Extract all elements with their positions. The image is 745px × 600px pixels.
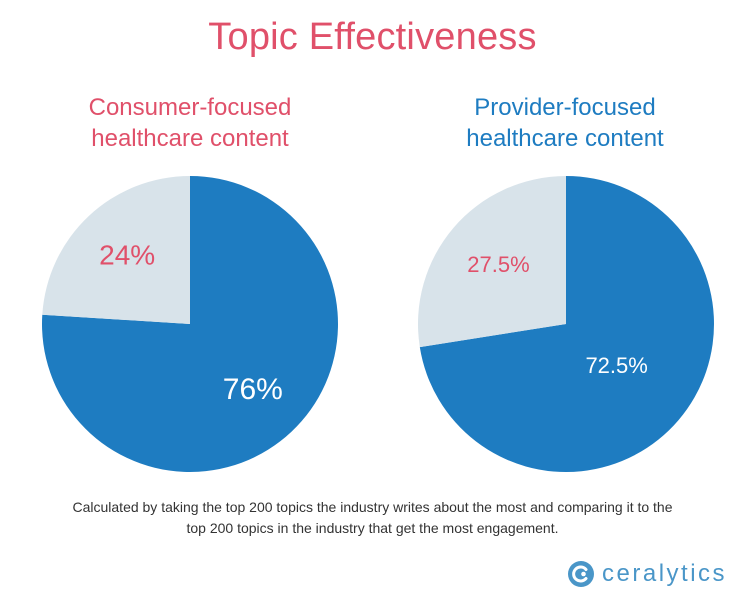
pie-1-label-1: 27.5% — [467, 252, 529, 277]
caption-line-2: top 200 topics in the industry that get … — [186, 520, 559, 536]
ceralytics-logo-icon — [568, 561, 594, 587]
pie-0-slice-0 — [42, 176, 339, 472]
page-title: Topic Effectiveness — [208, 16, 537, 58]
brand-name: ceralytics — [602, 560, 728, 587]
pie-0-label-0: 76% — [223, 373, 283, 406]
chart-title-provider: Provider-focused healthcare content — [466, 94, 664, 152]
pie-0-slice-1 — [42, 176, 190, 324]
caption-line-1: Calculated by taking the top 200 topics … — [72, 499, 673, 515]
brand-logo: ceralytics — [567, 560, 727, 588]
pie-1-slice-0 — [419, 176, 714, 473]
pie-1-label-0: 72.5% — [585, 353, 647, 378]
caption: Calculated by taking the top 200 topics … — [0, 497, 745, 539]
pie-1-slice-1 — [417, 176, 566, 348]
pie-0-label-1: 24% — [99, 240, 155, 271]
chart-title-consumer: Consumer-focused healthcare content — [88, 94, 292, 152]
